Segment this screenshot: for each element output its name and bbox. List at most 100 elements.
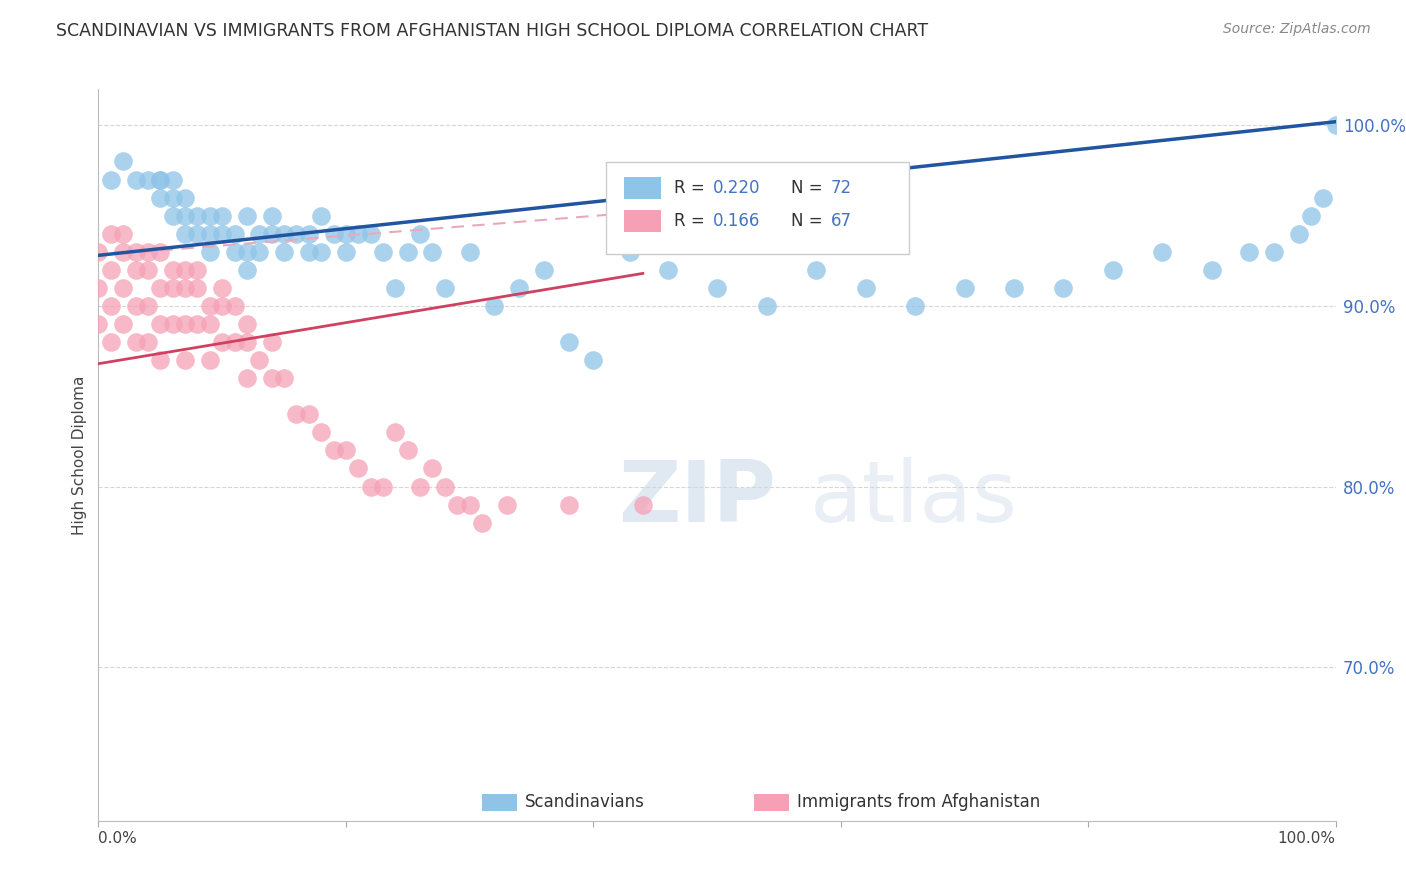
Point xyxy=(124,244,146,259)
Point xyxy=(619,244,641,259)
Point xyxy=(396,244,419,259)
Point xyxy=(273,244,295,259)
Point xyxy=(371,244,394,259)
Point xyxy=(458,244,481,259)
Point xyxy=(409,479,432,493)
Point xyxy=(322,227,344,241)
Text: 0.166: 0.166 xyxy=(713,212,761,230)
Point xyxy=(186,317,208,331)
Point xyxy=(174,317,197,331)
Point xyxy=(236,244,259,259)
Point xyxy=(706,281,728,295)
Point xyxy=(298,227,321,241)
Point xyxy=(236,334,259,349)
Point xyxy=(433,479,456,493)
Point xyxy=(100,334,122,349)
Point xyxy=(557,334,579,349)
Text: 0.0%: 0.0% xyxy=(98,831,138,847)
Point xyxy=(273,227,295,241)
Point xyxy=(100,172,122,186)
Point xyxy=(112,227,135,241)
Point xyxy=(162,281,184,295)
Bar xyxy=(754,794,789,811)
Bar xyxy=(624,177,661,199)
Point xyxy=(224,227,246,241)
Point xyxy=(224,244,246,259)
Point xyxy=(384,425,406,440)
Point xyxy=(322,443,344,458)
Text: atlas: atlas xyxy=(810,458,1018,541)
Point xyxy=(236,209,259,223)
Point xyxy=(174,190,197,204)
Point xyxy=(136,334,159,349)
Point xyxy=(1288,227,1310,241)
Point xyxy=(162,209,184,223)
Point xyxy=(124,299,146,313)
Point xyxy=(855,281,877,295)
Text: R =: R = xyxy=(673,179,710,197)
Point xyxy=(396,443,419,458)
Point xyxy=(1201,262,1223,277)
Point xyxy=(149,190,172,204)
Point xyxy=(112,317,135,331)
Point xyxy=(247,353,270,368)
Point xyxy=(136,299,159,313)
Point xyxy=(124,334,146,349)
Point xyxy=(224,299,246,313)
Point xyxy=(458,498,481,512)
Point xyxy=(495,498,517,512)
Point xyxy=(174,209,197,223)
Text: Scandinavians: Scandinavians xyxy=(526,793,645,812)
Point xyxy=(236,317,259,331)
Point xyxy=(100,227,122,241)
Text: 100.0%: 100.0% xyxy=(1278,831,1336,847)
Point xyxy=(446,498,468,512)
Point xyxy=(211,281,233,295)
Point xyxy=(1312,190,1334,204)
Point xyxy=(582,353,605,368)
Point xyxy=(174,262,197,277)
Point xyxy=(211,299,233,313)
FancyBboxPatch shape xyxy=(606,162,908,253)
Point xyxy=(198,317,221,331)
Point xyxy=(149,317,172,331)
Point xyxy=(904,299,927,313)
Point xyxy=(260,371,283,385)
Point xyxy=(557,498,579,512)
Point xyxy=(471,516,494,530)
Point xyxy=(1002,281,1025,295)
Point xyxy=(186,227,208,241)
Point xyxy=(247,227,270,241)
Point xyxy=(335,227,357,241)
Point xyxy=(1102,262,1125,277)
Point xyxy=(309,244,332,259)
Point xyxy=(260,227,283,241)
Point xyxy=(804,262,827,277)
Point xyxy=(162,190,184,204)
Text: N =: N = xyxy=(792,179,828,197)
Point xyxy=(112,154,135,169)
Point xyxy=(149,353,172,368)
Point xyxy=(298,244,321,259)
Point xyxy=(149,172,172,186)
Point xyxy=(136,262,159,277)
Point xyxy=(124,172,146,186)
Point xyxy=(224,334,246,349)
Point xyxy=(1324,118,1347,132)
Point xyxy=(508,281,530,295)
Point xyxy=(87,281,110,295)
Point xyxy=(186,209,208,223)
Point xyxy=(211,209,233,223)
Point xyxy=(112,244,135,259)
Point xyxy=(347,227,370,241)
Text: SCANDINAVIAN VS IMMIGRANTS FROM AFGHANISTAN HIGH SCHOOL DIPLOMA CORRELATION CHAR: SCANDINAVIAN VS IMMIGRANTS FROM AFGHANIS… xyxy=(56,22,928,40)
Point xyxy=(360,227,382,241)
Text: 67: 67 xyxy=(831,212,852,230)
Point xyxy=(260,209,283,223)
Point xyxy=(422,461,444,475)
Point xyxy=(360,479,382,493)
Point xyxy=(149,281,172,295)
Point xyxy=(433,281,456,295)
Point xyxy=(162,172,184,186)
Point xyxy=(87,317,110,331)
